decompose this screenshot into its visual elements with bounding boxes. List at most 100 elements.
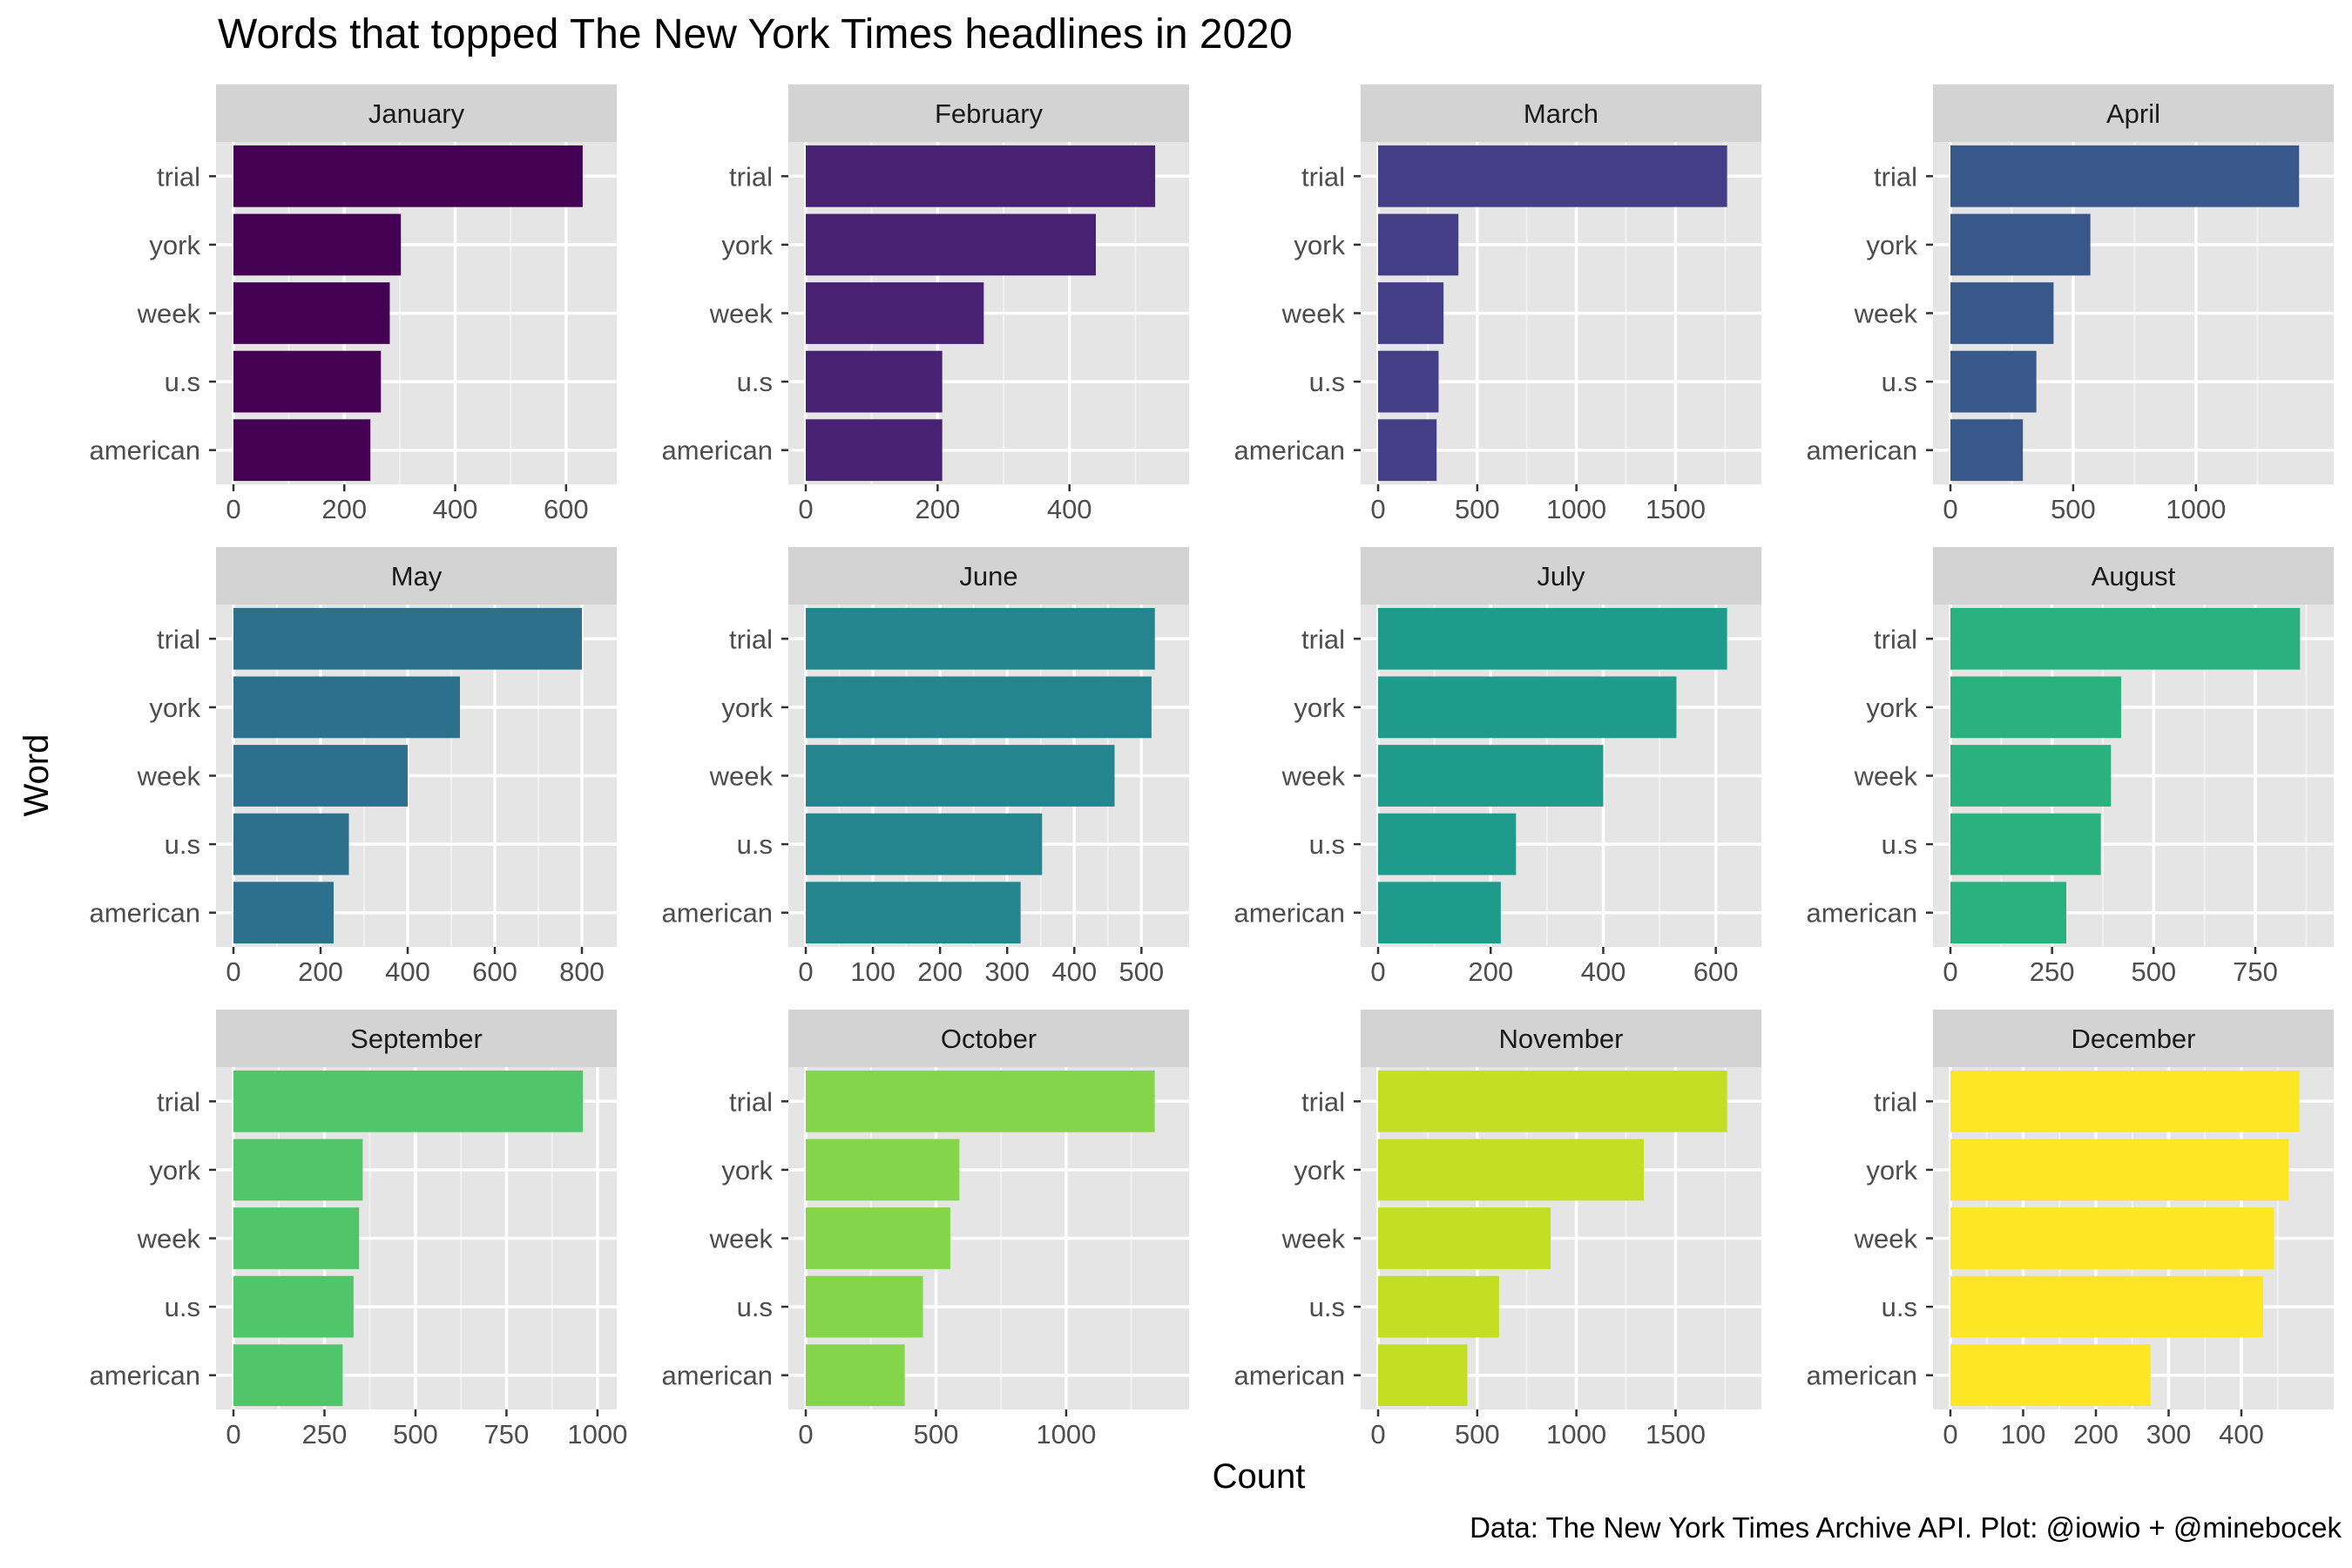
x-tick-label: 200 xyxy=(2073,1419,2119,1450)
chart-title: Words that topped The New York Times hea… xyxy=(218,11,1293,57)
x-tick-label: 300 xyxy=(2146,1419,2192,1450)
x-tick-label: 500 xyxy=(2131,956,2176,987)
bar-us xyxy=(233,813,349,875)
x-tick-label: 0 xyxy=(226,1419,240,1450)
x-tick-label: 1500 xyxy=(1646,494,1706,524)
bar-york xyxy=(233,1139,363,1201)
y-tick-label: week xyxy=(137,761,201,792)
bar-us xyxy=(1378,350,1439,413)
x-tick-label: 0 xyxy=(1943,956,1957,987)
bar-week xyxy=(233,282,390,344)
y-tick-label: trial xyxy=(157,1086,200,1117)
bar-trial xyxy=(806,145,1156,207)
y-tick-label: trial xyxy=(1874,161,1917,192)
y-tick-label: trial xyxy=(729,161,773,192)
bar-week xyxy=(806,745,1115,807)
y-tick-label: trial xyxy=(729,1086,773,1117)
bar-york xyxy=(233,213,402,276)
y-tick-label: trial xyxy=(1301,161,1345,192)
y-tick-label: trial xyxy=(157,161,200,192)
y-tick-label: trial xyxy=(729,624,773,654)
y-tick-label: york xyxy=(1866,693,1917,723)
facet-strip xyxy=(1933,84,2334,142)
facet-strip-label: August xyxy=(2092,561,2176,591)
facet-strip xyxy=(216,1010,617,1067)
bar-trial xyxy=(233,607,582,670)
bar-week xyxy=(233,1207,360,1269)
bar-american xyxy=(1378,419,1437,482)
y-tick-label: york xyxy=(1866,230,1917,260)
facet-strip xyxy=(788,547,1189,605)
y-tick-label: week xyxy=(1854,1224,1918,1254)
bar-york xyxy=(1950,1139,2289,1201)
bar-us xyxy=(806,1275,923,1338)
y-tick-label: york xyxy=(721,1155,773,1186)
bar-us xyxy=(806,350,943,413)
y-tick-label: u.s xyxy=(737,367,773,397)
x-tick-label: 0 xyxy=(226,494,240,524)
bar-week xyxy=(806,1207,950,1269)
x-tick-label: 200 xyxy=(298,956,343,987)
bar-us xyxy=(806,813,1043,875)
facet-strip-label: February xyxy=(935,98,1044,129)
bar-york xyxy=(1378,213,1459,276)
facet-strip xyxy=(216,547,617,605)
x-tick-label: 400 xyxy=(1581,956,1626,987)
y-tick-label: american xyxy=(662,436,774,466)
bar-us xyxy=(233,350,382,413)
x-tick-label: 250 xyxy=(2030,956,2075,987)
y-axis-title: Word xyxy=(17,734,56,817)
x-tick-label: 400 xyxy=(1051,956,1097,987)
x-tick-label: 200 xyxy=(917,956,963,987)
x-axis-title: Count xyxy=(1213,1457,1306,1496)
bar-york xyxy=(806,676,1152,739)
facet-strip xyxy=(1933,547,2334,605)
y-tick-label: week xyxy=(1281,299,1346,329)
y-tick-label: york xyxy=(149,693,200,723)
x-tick-label: 750 xyxy=(484,1419,530,1450)
x-tick-label: 400 xyxy=(385,956,430,987)
x-tick-label: 500 xyxy=(393,1419,438,1450)
facet-strip-label: December xyxy=(2072,1024,2196,1054)
y-tick-label: american xyxy=(90,898,201,929)
x-tick-label: 1500 xyxy=(1646,1419,1706,1450)
bar-trial xyxy=(806,607,1155,670)
bar-week xyxy=(1378,282,1444,344)
chart-caption: Data: The New York Times Archive API. Pl… xyxy=(1470,1511,2342,1544)
y-tick-label: trial xyxy=(1301,624,1345,654)
bar-trial xyxy=(1378,607,1727,670)
y-tick-label: trial xyxy=(1874,624,1917,654)
x-tick-label: 500 xyxy=(1455,494,1500,524)
y-tick-label: u.s xyxy=(737,829,773,860)
bar-american xyxy=(806,419,943,482)
bar-york xyxy=(1378,676,1677,739)
x-tick-label: 600 xyxy=(544,494,589,524)
facet-strip xyxy=(1933,1010,2334,1067)
x-tick-label: 1000 xyxy=(1036,1419,1096,1450)
facet-strip-label: June xyxy=(959,561,1017,591)
facet-strip xyxy=(1361,547,1761,605)
bar-us xyxy=(233,1275,354,1338)
bar-trial xyxy=(233,1070,584,1132)
x-tick-label: 800 xyxy=(559,956,605,987)
bar-trial xyxy=(1378,145,1727,207)
y-tick-label: u.s xyxy=(1309,1292,1345,1322)
facet-strip-label: January xyxy=(368,98,465,129)
x-tick-label: 500 xyxy=(1119,956,1164,987)
bar-trial xyxy=(1950,607,2301,670)
y-tick-label: american xyxy=(90,1361,201,1391)
y-tick-label: u.s xyxy=(1309,829,1345,860)
bar-us xyxy=(1950,1275,2264,1338)
y-tick-label: trial xyxy=(1301,1086,1345,1117)
x-tick-label: 200 xyxy=(321,494,367,524)
bar-american xyxy=(233,882,334,944)
x-tick-label: 1000 xyxy=(567,1419,627,1450)
bar-american xyxy=(1950,1344,2151,1407)
y-tick-label: u.s xyxy=(1882,829,1917,860)
x-tick-label: 200 xyxy=(1468,956,1513,987)
bar-york xyxy=(1950,213,2091,276)
facet-strip xyxy=(1361,1010,1761,1067)
bar-american xyxy=(1950,882,2066,944)
x-tick-label: 250 xyxy=(302,1419,348,1450)
